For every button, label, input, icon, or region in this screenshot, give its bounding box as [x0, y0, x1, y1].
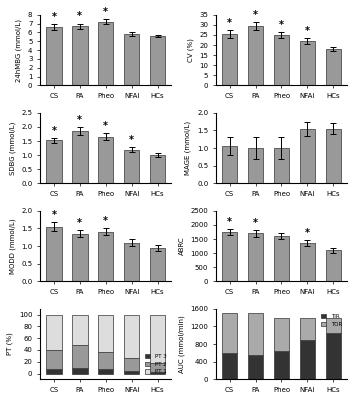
Bar	[299, 129, 315, 184]
Bar	[98, 369, 114, 374]
Y-axis label: PT (%): PT (%)	[7, 333, 13, 356]
Text: *: *	[51, 126, 56, 136]
Text: *: *	[305, 228, 310, 238]
Bar	[124, 358, 139, 370]
Bar	[299, 243, 315, 282]
Bar	[326, 129, 341, 184]
Bar	[222, 353, 238, 380]
Bar	[274, 236, 289, 282]
Text: *: *	[103, 7, 108, 17]
Text: *: *	[253, 10, 258, 20]
Bar	[248, 26, 263, 86]
Bar	[124, 150, 139, 184]
Y-axis label: ABRC: ABRC	[179, 237, 185, 255]
Bar	[299, 41, 315, 86]
Text: *: *	[227, 217, 232, 227]
Bar	[124, 242, 139, 282]
Bar	[46, 350, 62, 369]
Y-axis label: CV (%): CV (%)	[187, 38, 194, 62]
Bar	[326, 318, 341, 333]
Text: *: *	[253, 218, 258, 228]
Text: *: *	[77, 12, 82, 22]
Bar	[46, 314, 62, 350]
Bar	[150, 248, 165, 282]
Bar	[248, 355, 263, 380]
Y-axis label: AUC (mmol/min): AUC (mmol/min)	[178, 315, 185, 373]
Bar	[248, 148, 263, 184]
Bar	[72, 131, 87, 184]
Text: *: *	[77, 115, 82, 125]
Bar	[326, 49, 341, 86]
Bar	[98, 352, 114, 369]
Bar	[248, 233, 263, 282]
Bar	[124, 314, 139, 358]
Bar	[274, 35, 289, 86]
Text: *: *	[227, 18, 232, 28]
Bar	[72, 368, 87, 374]
Bar	[150, 314, 165, 363]
Bar	[72, 345, 87, 368]
Bar	[326, 333, 341, 380]
Text: *: *	[279, 20, 284, 30]
Bar	[248, 313, 263, 355]
Legend: TIR, TOR: TIR, TOR	[319, 312, 344, 329]
Bar	[46, 27, 62, 86]
Text: *: *	[51, 210, 56, 220]
Bar	[326, 250, 341, 282]
Bar	[274, 148, 289, 184]
Bar	[98, 314, 114, 352]
Bar	[46, 369, 62, 374]
Bar	[46, 227, 62, 282]
Bar	[222, 232, 238, 282]
Bar	[124, 370, 139, 374]
Y-axis label: MAGE (mmol/L): MAGE (mmol/L)	[185, 121, 192, 175]
Bar	[150, 363, 165, 372]
Bar	[299, 340, 315, 380]
Legend: PT 3, PT 2, PT 1: PT 3, PT 2, PT 1	[142, 352, 169, 377]
Y-axis label: SDBG (mmol/L): SDBG (mmol/L)	[9, 122, 16, 175]
Bar	[98, 232, 114, 282]
Bar	[98, 137, 114, 184]
Bar	[274, 351, 289, 380]
Text: *: *	[77, 218, 82, 228]
Bar	[222, 313, 238, 353]
Bar	[150, 155, 165, 184]
Bar	[222, 34, 238, 86]
Bar	[150, 372, 165, 374]
Bar	[72, 26, 87, 86]
Text: *: *	[103, 121, 108, 131]
Bar	[46, 140, 62, 184]
Bar	[274, 318, 289, 351]
Bar	[222, 146, 238, 184]
Text: *: *	[129, 134, 134, 144]
Y-axis label: MODD (mmol/L): MODD (mmol/L)	[9, 218, 16, 274]
Y-axis label: 24hMBG (mmol/L): 24hMBG (mmol/L)	[16, 19, 22, 82]
Bar	[150, 36, 165, 86]
Bar	[299, 318, 315, 340]
Text: *: *	[51, 12, 56, 22]
Text: *: *	[305, 26, 310, 36]
Text: *: *	[103, 216, 108, 226]
Bar	[98, 22, 114, 86]
Bar	[124, 34, 139, 86]
Bar	[72, 234, 87, 282]
Bar	[72, 314, 87, 345]
